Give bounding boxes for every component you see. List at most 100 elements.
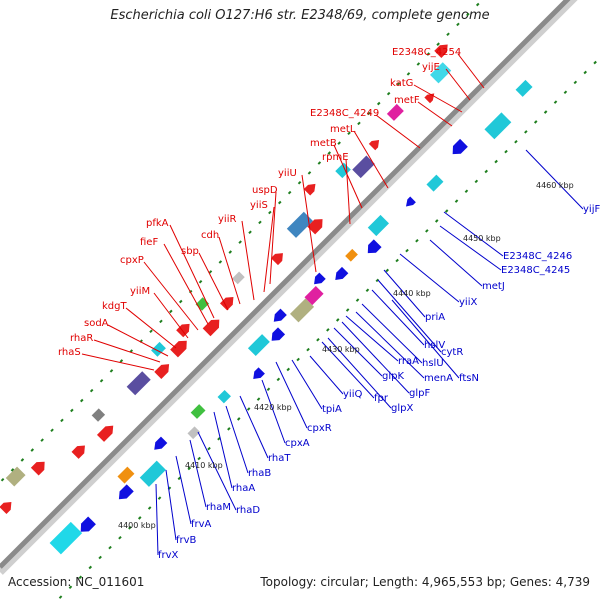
track-tick — [573, 80, 578, 85]
feature-lower — [139, 460, 166, 487]
feature-upper — [270, 253, 283, 266]
gene-label-frvx: frvX — [158, 550, 179, 561]
gene-label-fpr: fpr — [374, 393, 389, 404]
feature-lower — [452, 138, 468, 155]
track-tick — [266, 387, 271, 392]
leader-line — [333, 144, 363, 209]
leader-line — [361, 303, 423, 364]
gene-label-tpia: tpiA — [322, 404, 342, 415]
gene-label-ftsn: ftsN — [459, 373, 479, 384]
track-tick — [514, 139, 518, 144]
leader-line — [399, 253, 460, 303]
feature-upper — [170, 340, 187, 358]
track-tick — [466, 12, 470, 17]
leader-line — [301, 174, 317, 273]
feature-upper — [286, 211, 313, 238]
leader-line — [413, 84, 463, 113]
leader-line — [417, 101, 453, 127]
feature-upper — [303, 183, 316, 196]
track-tick — [98, 555, 102, 560]
track-tick — [475, 2, 480, 7]
track-tick — [286, 367, 291, 372]
track-tick — [70, 408, 74, 413]
feature-upper — [386, 103, 404, 121]
leader-line — [269, 191, 277, 285]
track-tick — [296, 357, 300, 362]
track-tick — [89, 388, 94, 393]
feature-lower — [367, 239, 382, 254]
track-tick — [297, 180, 302, 185]
summary-text: Topology: circular; Length: 4,965,553 bp… — [260, 575, 590, 589]
leader-line — [261, 379, 286, 444]
track-tick — [385, 268, 390, 273]
leader-line — [375, 114, 421, 149]
track-tick — [238, 240, 242, 244]
feature-lower — [515, 79, 533, 97]
gene-label-rhaa: rhaA — [232, 483, 255, 494]
leader-line — [355, 311, 425, 379]
leader-line — [263, 206, 275, 293]
feature-lower — [253, 367, 265, 379]
gene-label-metl: metL — [330, 124, 356, 135]
track-tick — [533, 120, 538, 124]
leader-line — [291, 359, 323, 410]
track-tick — [169, 309, 173, 314]
track-tick — [415, 238, 419, 243]
leader-line — [383, 269, 426, 318]
gene-label-rhas: rhaS — [58, 347, 81, 358]
track-tick — [494, 159, 498, 164]
map-title: Escherichia coli O127:H6 str. E2348/69, … — [110, 8, 490, 23]
leader-line — [189, 439, 207, 508]
gene-label-metb: metB — [310, 138, 337, 149]
leader-line — [225, 405, 249, 474]
feature-upper — [71, 445, 85, 459]
accession-text: Accession: NC_011601 — [8, 575, 145, 589]
track-tick — [543, 110, 548, 114]
track-tick — [365, 288, 370, 293]
gene-label-sbp: sbp — [181, 246, 199, 257]
track-tick — [246, 407, 251, 411]
leader-line — [377, 279, 442, 353]
leader-line — [175, 455, 192, 525]
tick-label: 4420 kbp — [254, 403, 292, 412]
gene-label-cdh: cdh — [201, 230, 219, 241]
feature-upper — [0, 502, 12, 515]
gene-label-yiiu: yiiU — [278, 168, 297, 179]
track-tick — [337, 141, 341, 145]
track-tick — [187, 466, 192, 471]
gene-label-glpf: glpF — [409, 388, 430, 399]
gene-label-yijf: yijF — [583, 204, 600, 215]
feature-lower — [118, 484, 134, 500]
feature-lower — [304, 285, 324, 306]
leader-line — [309, 355, 344, 395]
gene-label-soda: sodA — [84, 318, 109, 329]
track-tick — [236, 417, 241, 421]
leader-line — [429, 239, 483, 287]
feature-upper — [232, 271, 245, 285]
leader-line — [197, 431, 237, 511]
feature-upper — [307, 219, 323, 235]
gene-label-mena: menA — [424, 373, 453, 384]
feature-upper — [368, 139, 380, 151]
track-tick — [307, 171, 312, 175]
gene-label-uspd: uspD — [252, 185, 278, 196]
feature-lower — [314, 272, 326, 285]
feature-lower — [187, 426, 201, 440]
gene-label-hslu: hslU — [422, 358, 444, 369]
track-tick — [484, 169, 488, 174]
feature-lower — [247, 334, 270, 357]
leader-line — [241, 220, 255, 301]
feature-lower — [80, 516, 96, 532]
track-tick — [335, 318, 340, 322]
track-tick — [446, 32, 450, 37]
track-tick — [10, 468, 15, 472]
feature-upper — [91, 408, 106, 422]
leader-line — [525, 149, 584, 210]
gene-label-cpxa: cpxA — [285, 438, 310, 449]
leader-line — [239, 395, 269, 459]
leader-line — [143, 261, 199, 331]
feature-lower — [217, 389, 231, 404]
feature-upper — [202, 319, 220, 337]
tick-label: 4450 kbp — [463, 234, 501, 243]
feature-lower — [426, 174, 444, 192]
